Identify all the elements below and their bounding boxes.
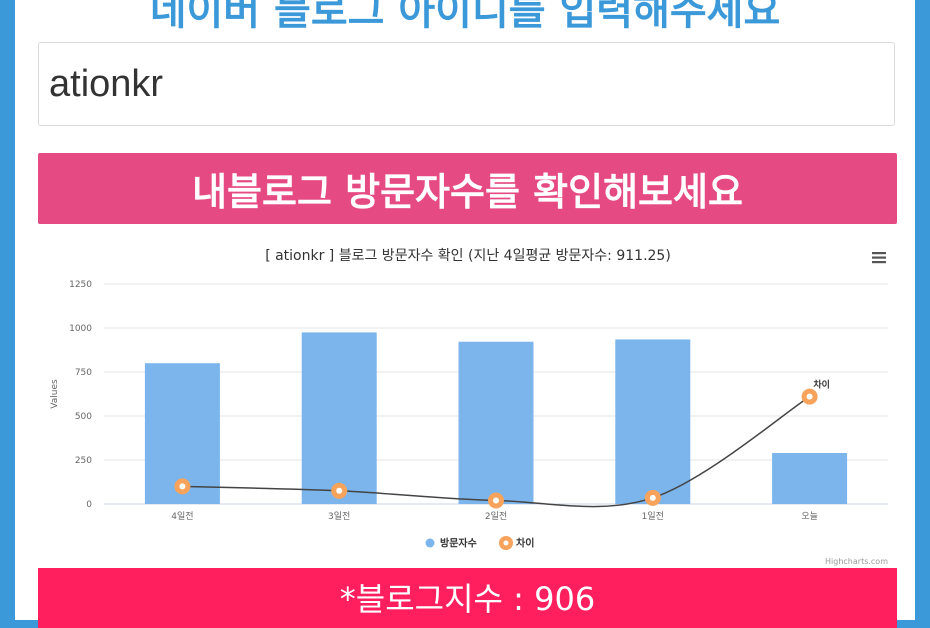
hamburger-icon[interactable] xyxy=(872,252,886,264)
page-headline: 네이버 블로그 아이디를 입력해주세요 xyxy=(149,0,781,34)
x-tick-label: 4일전 xyxy=(171,511,193,522)
legend-item-0[interactable]: 방문자수 xyxy=(440,537,477,550)
x-tick-label: 2일전 xyxy=(485,511,507,522)
chart-svg: [ ationkr ] 블로그 방문자수 확인 (지난 4일평균 방문자수: 9… xyxy=(50,248,888,566)
y-tick-label: 250 xyxy=(75,456,92,466)
difference-point-center xyxy=(806,393,813,400)
content-panel: 네이버 블로그 아이디를 입력해주세요 내블로그 방문자수를 확인해보세요 [ … xyxy=(15,0,915,628)
y-tick-label: 1250 xyxy=(69,280,92,290)
blog-index-bar: *블로그지수 : 906 xyxy=(38,568,897,628)
bar-4[interactable] xyxy=(772,452,848,504)
x-tick-label: 오늘 xyxy=(801,511,818,522)
chart-title: [ ationkr ] 블로그 방문자수 확인 (지난 4일평균 방문자수: 9… xyxy=(265,248,671,264)
chart-credits[interactable]: Highcharts.com xyxy=(825,557,888,566)
y-tick-label: 0 xyxy=(86,500,92,510)
point-label: 차이 xyxy=(813,379,830,391)
y-axis-label: Values xyxy=(50,379,60,409)
legend-symbol-center xyxy=(503,540,509,546)
x-tick-label: 3일전 xyxy=(328,511,350,522)
y-tick-label: 1000 xyxy=(69,324,92,334)
check-visitors-button[interactable]: 내블로그 방문자수를 확인해보세요 xyxy=(38,153,897,224)
blog-index-text: *블로그지수 : 906 xyxy=(339,580,596,618)
bar-1[interactable] xyxy=(301,332,377,504)
difference-point-center xyxy=(179,483,186,490)
blog-id-input[interactable] xyxy=(38,42,895,126)
x-tick-label: 1일전 xyxy=(642,511,664,522)
bar-2[interactable] xyxy=(458,341,534,504)
legend-item-1[interactable]: 차이 xyxy=(516,537,534,550)
bar-3[interactable] xyxy=(615,339,691,504)
legend-symbol-visits[interactable] xyxy=(425,538,435,548)
difference-point-center xyxy=(649,494,656,501)
difference-point-center xyxy=(493,497,499,504)
y-tick-label: 500 xyxy=(75,412,92,422)
y-tick-label: 750 xyxy=(75,368,92,378)
difference-point-center xyxy=(336,487,343,494)
visitor-chart: [ ationkr ] 블로그 방문자수 확인 (지난 4일평균 방문자수: 9… xyxy=(38,236,897,566)
